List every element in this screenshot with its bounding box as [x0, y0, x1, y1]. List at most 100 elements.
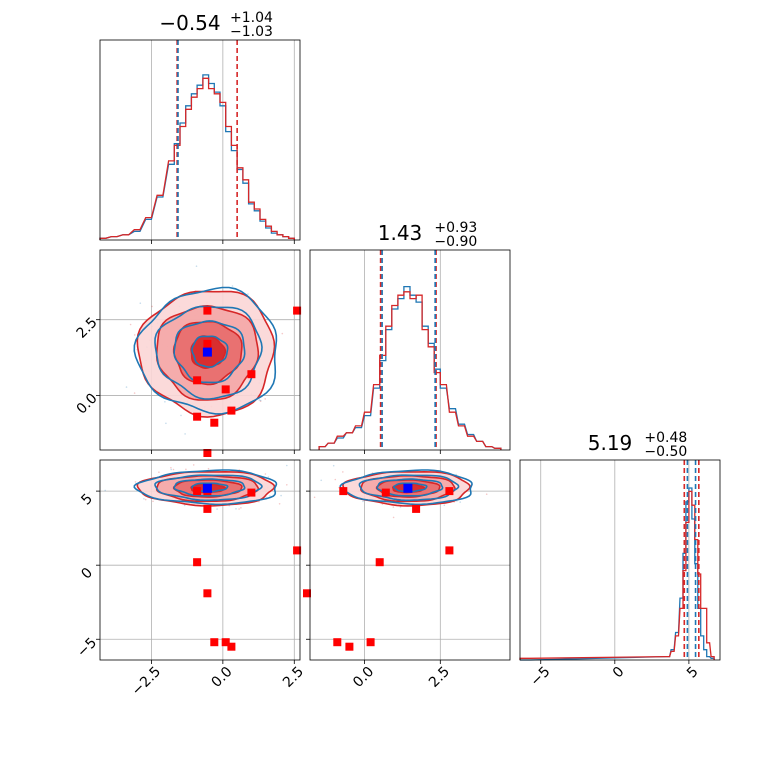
- blue-marker-0-2: [202, 483, 212, 493]
- histogram-red-2: [519, 490, 715, 660]
- sample-point: [133, 392, 136, 394]
- red-contour-0-2-3: [136, 470, 276, 507]
- sample-point: [281, 332, 284, 335]
- x-tick-label-0-0: −2.5: [129, 664, 164, 699]
- histogram-blue-1: [318, 285, 502, 450]
- red-marker-1-2-3: [303, 589, 311, 598]
- sample-point: [399, 506, 402, 508]
- sample-point: [165, 422, 167, 425]
- red-marker-0-2-2: [193, 558, 202, 567]
- sample-point: [231, 285, 234, 287]
- panel-frame-2-2: [519, 459, 721, 661]
- param-title-2: 5.19: [588, 431, 633, 455]
- red-marker-0-1-5: [221, 385, 230, 394]
- sample-point: [286, 484, 288, 486]
- param-title-0: −0.54: [159, 11, 220, 35]
- param-title-upper-1: +0.93: [434, 220, 477, 236]
- x-tick-label-2-0: −5: [528, 664, 554, 690]
- red-marker-1-2-8: [445, 546, 454, 555]
- sample-point: [216, 508, 218, 510]
- red-marker-1-2-0: [445, 487, 454, 496]
- x-tick-label-2-1: 0: [610, 664, 628, 682]
- sample-point: [133, 334, 136, 336]
- sample-point: [313, 496, 316, 499]
- sample-point: [240, 507, 242, 509]
- sample-point: [144, 498, 147, 501]
- blue-contour-0-1-3: [133, 286, 278, 415]
- sample-point: [259, 399, 262, 402]
- red-marker-1-2-6: [345, 642, 354, 651]
- red-marker-0-2-1: [203, 504, 212, 513]
- sample-point: [192, 464, 195, 466]
- sample-point: [258, 399, 261, 401]
- red-marker-0-1-0: [203, 306, 212, 315]
- blue-contour-1-2-0: [392, 482, 428, 493]
- param-title-lower-1: −0.90: [434, 234, 477, 250]
- sample-point: [185, 468, 187, 471]
- red-marker-1-2-5: [366, 638, 375, 647]
- x-tick-label-0-2: 2.5: [280, 664, 307, 691]
- x-tick-label-2-2: 5: [684, 664, 702, 682]
- red-marker-0-2-5: [221, 638, 230, 647]
- blue-contour-0-1-2: [154, 305, 263, 400]
- red-marker-0-2-8: [293, 546, 302, 555]
- blue-contour-0-2-1: [173, 478, 246, 497]
- param-title-upper-0: +1.04: [230, 10, 273, 26]
- y-tick-label-2-2: 5: [78, 491, 96, 509]
- sample-point: [170, 467, 172, 469]
- y-tick-label-2-1: 0: [78, 565, 96, 583]
- x-tick-label-1-0: 0.0: [350, 664, 377, 691]
- sample-point: [104, 489, 106, 492]
- red-marker-0-1-8: [293, 306, 302, 315]
- y-tick-label-2-0: −5: [74, 635, 100, 661]
- sample-point: [158, 471, 160, 474]
- blue-contour-0-2-0: [190, 482, 229, 493]
- red-marker-1-2-4: [333, 638, 342, 647]
- sample-point: [485, 493, 488, 496]
- blue-contour-0-1-0: [191, 335, 229, 368]
- sample-point: [267, 476, 270, 478]
- red-contour-0-1-3: [136, 290, 276, 418]
- sample-point: [195, 265, 198, 268]
- histogram-blue-0: [99, 74, 295, 240]
- blue-contour-1-2-1: [376, 478, 444, 497]
- panel-frame-0-0: [99, 39, 301, 241]
- param-title-1: 1.43: [378, 221, 423, 245]
- sample-point: [180, 414, 182, 417]
- red-marker-0-1-6: [227, 406, 236, 415]
- blue-contour-0-2-2: [154, 474, 263, 502]
- blue-contour-1-2-2: [358, 474, 460, 502]
- sample-point: [280, 494, 282, 497]
- param-title-lower-0: −1.03: [230, 24, 273, 40]
- red-marker-1-2-1: [412, 504, 421, 513]
- sample-point: [392, 506, 395, 508]
- red-marker-1-2-9: [339, 487, 348, 496]
- sample-point: [443, 504, 446, 507]
- blue-marker-0-1: [202, 347, 212, 357]
- red-marker-1-2-2: [375, 558, 384, 567]
- sample-point: [459, 501, 462, 503]
- histogram-red-1: [318, 291, 502, 450]
- red-marker-0-1-4: [210, 418, 219, 427]
- sample-point: [265, 496, 268, 499]
- red-marker-0-2-3: [203, 589, 212, 598]
- sample-point: [264, 398, 267, 400]
- sample-point: [151, 305, 153, 308]
- sample-point: [164, 401, 166, 403]
- red-marker-0-1-3: [203, 449, 212, 457]
- sample-point: [259, 400, 262, 403]
- panel-frame-1-2: [309, 459, 511, 661]
- panel-frame-0-2: [99, 459, 301, 661]
- sample-point: [172, 468, 175, 471]
- blue-contour-0-1-1: [173, 320, 246, 384]
- red-marker-0-2-7: [247, 488, 256, 497]
- y-tick-label-1-0: 0.0: [74, 390, 101, 417]
- sample-point: [286, 464, 288, 467]
- sample-point: [278, 503, 281, 505]
- sample-point: [184, 433, 186, 435]
- sample-point: [152, 500, 154, 503]
- sample-point: [247, 293, 249, 295]
- sample-point: [134, 481, 137, 483]
- sample-point: [129, 323, 132, 326]
